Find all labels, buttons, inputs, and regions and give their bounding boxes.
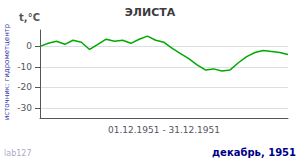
svg-text:0: 0 xyxy=(26,41,32,51)
svg-text:01.12.1951 - 31.12.1951: 01.12.1951 - 31.12.1951 xyxy=(108,125,220,135)
svg-text:lab127: lab127 xyxy=(4,149,31,158)
svg-text:декабрь, 1951: декабрь, 1951 xyxy=(212,147,296,158)
svg-text:источник: гидрометцентр: источник: гидрометцентр xyxy=(3,23,11,120)
svg-text:-30: -30 xyxy=(17,103,32,113)
svg-text:t,°C: t,°C xyxy=(19,12,40,23)
svg-text:-20: -20 xyxy=(17,82,32,92)
svg-text:ЭЛИСТА: ЭЛИСТА xyxy=(125,6,176,19)
svg-text:-10: -10 xyxy=(17,62,32,72)
